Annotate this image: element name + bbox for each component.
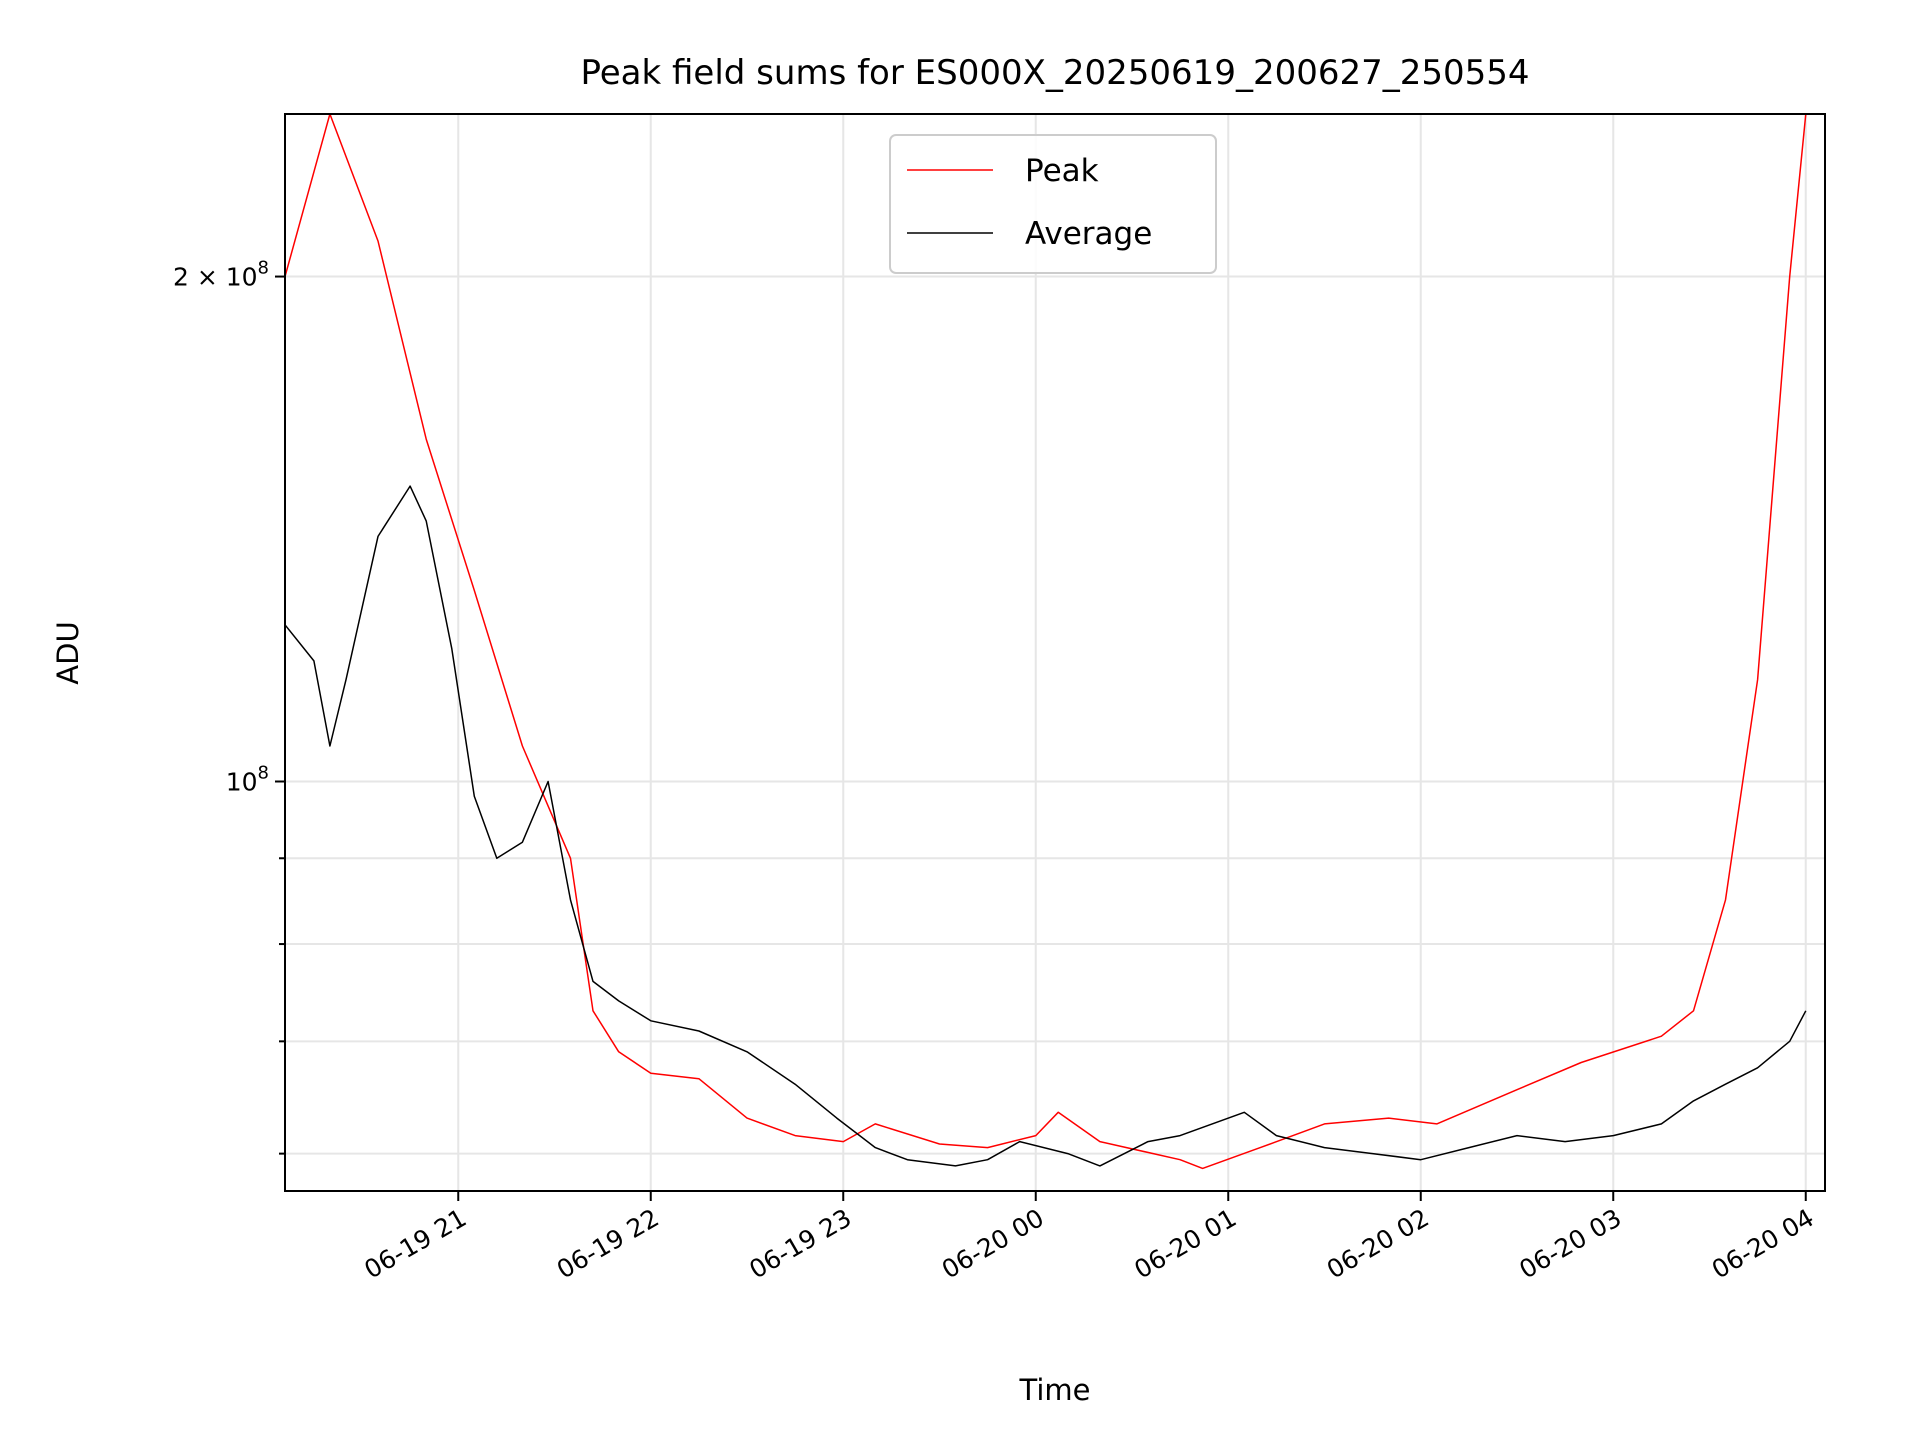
legend: Peak Average (889, 134, 1217, 274)
x-axis-label: Time (1019, 1373, 1091, 1407)
plot-area (284, 113, 1826, 1192)
chart-title: Peak field sums for ES000X_20250619_2006… (580, 53, 1529, 93)
legend-label-peak: Peak (1025, 153, 1099, 189)
legend-label-average: Average (1025, 216, 1152, 252)
series-lines (284, 113, 1807, 1170)
y-axis: 108 2 × 108 (173, 258, 285, 1155)
series-line-peak (284, 113, 1807, 1170)
plot-frame (284, 113, 1826, 1192)
y-tick-label: 108 (226, 763, 269, 797)
plot-background (285, 114, 1825, 1191)
grid-lines (285, 114, 1825, 1191)
y-tick-label: 2 × 108 (173, 258, 269, 292)
y-axis-label: ADU (51, 621, 85, 684)
series-line-average (284, 485, 1807, 1167)
